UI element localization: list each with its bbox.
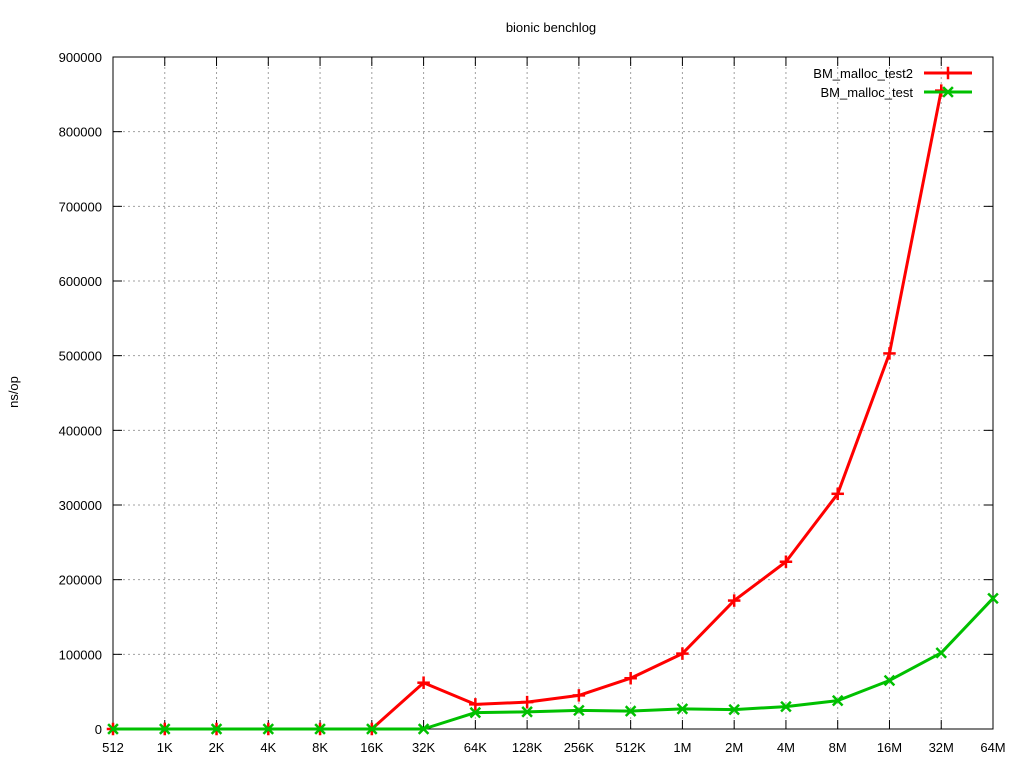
x-tick-label: 8M bbox=[829, 740, 847, 755]
y-tick-label: 100000 bbox=[59, 647, 102, 662]
data-point bbox=[521, 706, 533, 718]
data-point bbox=[314, 723, 326, 735]
x-tick-label: 128K bbox=[512, 740, 543, 755]
y-tick-label: 800000 bbox=[59, 125, 102, 140]
y-tick-label: 600000 bbox=[59, 274, 102, 289]
x-tick-label: 8K bbox=[312, 740, 328, 755]
x-tick-label: 16M bbox=[877, 740, 902, 755]
data-point bbox=[987, 592, 999, 605]
x-tick-label: 64M bbox=[980, 740, 1005, 755]
data-point bbox=[469, 706, 482, 719]
x-tick-label: 16K bbox=[360, 740, 383, 755]
x-tick-label: 1K bbox=[157, 740, 173, 755]
x-tick-label: 2K bbox=[209, 740, 225, 755]
legend-label: BM_malloc_test2 bbox=[813, 66, 913, 81]
data-point bbox=[366, 723, 378, 735]
data-point bbox=[883, 347, 896, 360]
y-tick-label: 400000 bbox=[59, 423, 102, 438]
data-point bbox=[417, 723, 430, 735]
data-point bbox=[676, 647, 689, 660]
legend-marker bbox=[941, 66, 955, 80]
y-tick-label: 500000 bbox=[59, 349, 102, 364]
data-point bbox=[107, 723, 119, 735]
x-tick-label: 32M bbox=[929, 740, 954, 755]
y-tick-label: 200000 bbox=[59, 573, 102, 588]
data-point bbox=[883, 674, 896, 687]
legend: BM_malloc_test2 BM_malloc_test bbox=[813, 66, 972, 100]
data-point bbox=[158, 723, 171, 735]
data-point bbox=[520, 695, 534, 709]
data-point bbox=[727, 594, 741, 607]
y-tick-label: 300000 bbox=[59, 498, 102, 513]
legend-marker bbox=[942, 86, 954, 98]
y-tick-label: 700000 bbox=[59, 199, 102, 214]
data-point bbox=[780, 700, 792, 713]
data-point bbox=[572, 689, 586, 702]
x-tick-label: 512 bbox=[102, 740, 124, 755]
data-point bbox=[624, 705, 637, 717]
data-point bbox=[417, 676, 430, 689]
data-point bbox=[573, 704, 585, 717]
legend-label: BM_malloc_test bbox=[821, 85, 914, 100]
data-point bbox=[935, 647, 948, 659]
y-tick-label: 0 bbox=[95, 722, 102, 737]
data-point bbox=[676, 703, 689, 715]
x-tick-label: 4K bbox=[260, 740, 276, 755]
data-point bbox=[831, 487, 844, 501]
series-line-1 bbox=[113, 597, 995, 731]
x-tick-label: 64K bbox=[464, 740, 487, 755]
grid bbox=[113, 57, 993, 729]
y-tick-label: 900000 bbox=[59, 50, 102, 65]
x-tick-label: 256K bbox=[564, 740, 595, 755]
plot-border bbox=[112, 56, 994, 730]
series bbox=[106, 84, 999, 736]
axes: 0 100000 200000 300000 400000 500000 600000 700… bbox=[59, 50, 1006, 755]
x-tick-label: 4M bbox=[777, 740, 795, 755]
y-axis-label: ns/op bbox=[6, 376, 21, 408]
x-tick-label: 1M bbox=[673, 740, 691, 755]
data-point bbox=[728, 703, 740, 716]
chart-title: bionic benchlog bbox=[506, 20, 596, 35]
x-tick-label: 2M bbox=[725, 740, 743, 755]
data-point bbox=[624, 671, 637, 685]
data-point bbox=[831, 694, 844, 707]
x-tick-label: 512K bbox=[615, 740, 646, 755]
data-point bbox=[262, 723, 275, 735]
data-point bbox=[210, 723, 223, 735]
data-point bbox=[469, 698, 482, 711]
data-point bbox=[779, 555, 793, 568]
x-tick-label: 32K bbox=[412, 740, 435, 755]
